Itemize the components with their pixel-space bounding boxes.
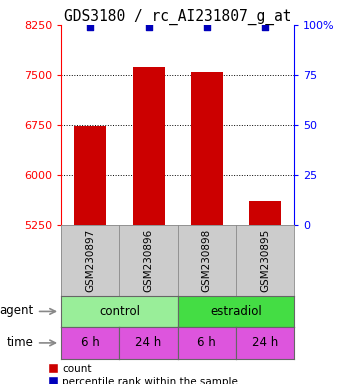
Text: 24 h: 24 h — [252, 336, 278, 349]
Point — [146, 24, 151, 30]
Title: GDS3180 / rc_AI231807_g_at: GDS3180 / rc_AI231807_g_at — [64, 9, 291, 25]
Text: GSM230895: GSM230895 — [260, 228, 270, 292]
Point — [262, 24, 268, 30]
Bar — [249, 201, 281, 225]
Text: GSM230897: GSM230897 — [85, 228, 95, 292]
Text: 6 h: 6 h — [81, 336, 100, 349]
Text: agent: agent — [0, 304, 34, 317]
Text: estradiol: estradiol — [210, 305, 262, 318]
Bar — [133, 67, 164, 225]
Text: time: time — [7, 336, 34, 349]
Text: 24 h: 24 h — [135, 336, 162, 349]
Legend: count, percentile rank within the sample: count, percentile rank within the sample — [49, 364, 238, 384]
Point — [204, 24, 210, 30]
Text: control: control — [99, 305, 140, 318]
Bar — [74, 126, 106, 225]
Text: GSM230898: GSM230898 — [202, 228, 212, 292]
Point — [88, 24, 93, 30]
Bar — [191, 71, 223, 225]
Text: GSM230896: GSM230896 — [144, 228, 154, 292]
Text: 6 h: 6 h — [197, 336, 216, 349]
